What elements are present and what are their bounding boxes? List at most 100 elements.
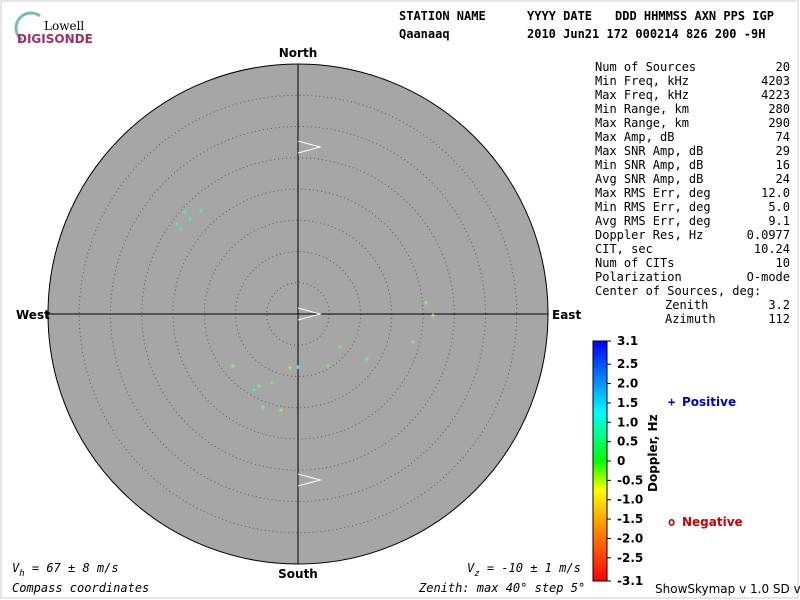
stat-value: 290 — [768, 116, 790, 130]
header-label: STATION NAME — [399, 9, 486, 23]
plus-marker — [231, 363, 235, 368]
source-point — [364, 357, 369, 361]
stat-label: Doppler Res, Hz — [595, 228, 703, 242]
plus-marker — [424, 300, 429, 305]
vel-symbol: V — [467, 561, 475, 575]
stat-label: Min RMS Err, deg — [595, 200, 711, 214]
colorbar-tick-label: -0.5 — [617, 473, 643, 487]
stat-label: Max Amp, dB — [595, 130, 674, 144]
stat-value: 74 — [776, 130, 790, 144]
stat-label: Avg RMS Err, deg — [595, 214, 711, 228]
vel-sub: z — [474, 569, 479, 579]
source-point — [179, 227, 184, 231]
colorbar-label: Doppler, Hz — [646, 414, 660, 492]
stat-label: Min SNR Amp, dB — [595, 158, 703, 172]
legend-name: Positive — [682, 395, 736, 409]
legend-marker: + — [668, 395, 675, 409]
stat-value: 9.1 — [768, 214, 790, 228]
colorbar-tick-label: -2.5 — [617, 551, 643, 565]
plus-marker — [199, 208, 204, 213]
plus-marker — [182, 210, 187, 215]
vz-text: Vz = -10 ± 1 m/s — [467, 561, 581, 579]
plus-marker — [431, 313, 435, 318]
source-point — [252, 388, 257, 393]
stat-label: Avg SNR Amp, dB — [595, 172, 703, 186]
stat-value: 4203 — [761, 74, 790, 88]
source-point — [424, 300, 429, 305]
colorbar-tick-label: -1.0 — [617, 493, 643, 507]
colorbar-tick-label: -2.0 — [617, 531, 643, 545]
plus-marker — [364, 357, 369, 361]
plus-marker — [296, 365, 300, 370]
coords-text: Compass coordinates — [12, 581, 149, 595]
plus-marker — [174, 222, 179, 226]
stat-label: Min Freq, kHz — [595, 74, 689, 88]
colorbar-tick-label: -3.1 — [617, 574, 643, 588]
source-point — [261, 405, 265, 410]
vel-symbol: V — [12, 561, 20, 575]
header-label: DDD HHMMSS AXN PPS IGP — [615, 9, 774, 23]
plus-marker — [252, 388, 257, 393]
colorbar — [592, 340, 608, 582]
legend-name: Negative — [682, 515, 743, 529]
stat-label: Max Range, km — [595, 116, 689, 130]
vel-text: = -10 ± 1 m/s — [480, 561, 581, 575]
stat-label: Num of Sources — [595, 60, 696, 74]
source-point — [279, 408, 284, 413]
center-title: Center of Sources, deg: — [595, 284, 761, 298]
plus-marker — [287, 365, 292, 370]
source-point — [431, 313, 435, 318]
stat-value: 10.24 — [754, 242, 790, 256]
center-value: 3.2 — [768, 298, 790, 312]
source-point — [182, 210, 187, 215]
header-label: YYYY DATE — [527, 9, 592, 23]
colorbar-tick-label: 3.1 — [617, 334, 638, 348]
plus-marker — [261, 405, 265, 410]
stat-value: 4223 — [761, 88, 790, 102]
stat-value: 12.0 — [761, 186, 790, 200]
direction-label: East — [552, 308, 581, 322]
center-label: Zenith — [665, 298, 708, 312]
plus-marker — [326, 363, 330, 368]
colorbar-tick-label: 2.0 — [617, 377, 638, 391]
source-point — [231, 363, 235, 368]
colorbar-tick-label: 1.0 — [617, 415, 638, 429]
plus-marker — [337, 345, 342, 350]
stat-label: Num of CITs — [595, 256, 674, 270]
plus-marker — [279, 408, 284, 413]
plus-marker — [257, 383, 262, 388]
vel-text: = 67 ± 8 m/s — [25, 561, 119, 575]
plus-marker — [179, 227, 184, 231]
colorbar-tick-label: 0.5 — [617, 435, 638, 449]
stat-value: 5.0 — [768, 200, 790, 214]
source-point — [287, 365, 292, 370]
legend-marker: o — [668, 515, 675, 529]
stat-value: O-mode — [747, 270, 790, 284]
logo-bottom: DIGISONDE — [17, 32, 93, 46]
colorbar-tick-label: -1.5 — [617, 512, 643, 526]
stat-value: 280 — [768, 102, 790, 116]
colorbar-tick-label: 0 — [617, 454, 625, 468]
plus-marker — [187, 217, 192, 221]
vh-text: Vh = 67 ± 8 m/s — [12, 561, 119, 579]
direction-arrow — [297, 307, 322, 321]
stat-value: 24 — [776, 172, 790, 186]
logo-top: Lowell — [44, 19, 84, 33]
direction-arrow — [297, 473, 322, 487]
stat-label: Polarization — [595, 270, 682, 284]
version-text: ShowSkymap v 1.0 SD v 5.0 — [655, 582, 800, 596]
direction-label: South — [278, 567, 318, 581]
stat-value: 10 — [776, 256, 790, 270]
source-point — [296, 365, 300, 370]
colorbar-tick-label: 1.5 — [617, 396, 638, 410]
stat-label: Max SNR Amp, dB — [595, 144, 703, 158]
stat-label: Min Range, km — [595, 102, 689, 116]
zenith-text: Zenith: max 40° step 5° — [418, 581, 585, 595]
header-value: 2010 Jun21 172 000214 826 200 -9H — [527, 27, 765, 41]
source-point — [199, 208, 204, 213]
header-value: Qaanaaq — [399, 27, 450, 41]
stat-value: 16 — [776, 158, 790, 172]
stat-label: CIT, sec — [595, 242, 653, 256]
